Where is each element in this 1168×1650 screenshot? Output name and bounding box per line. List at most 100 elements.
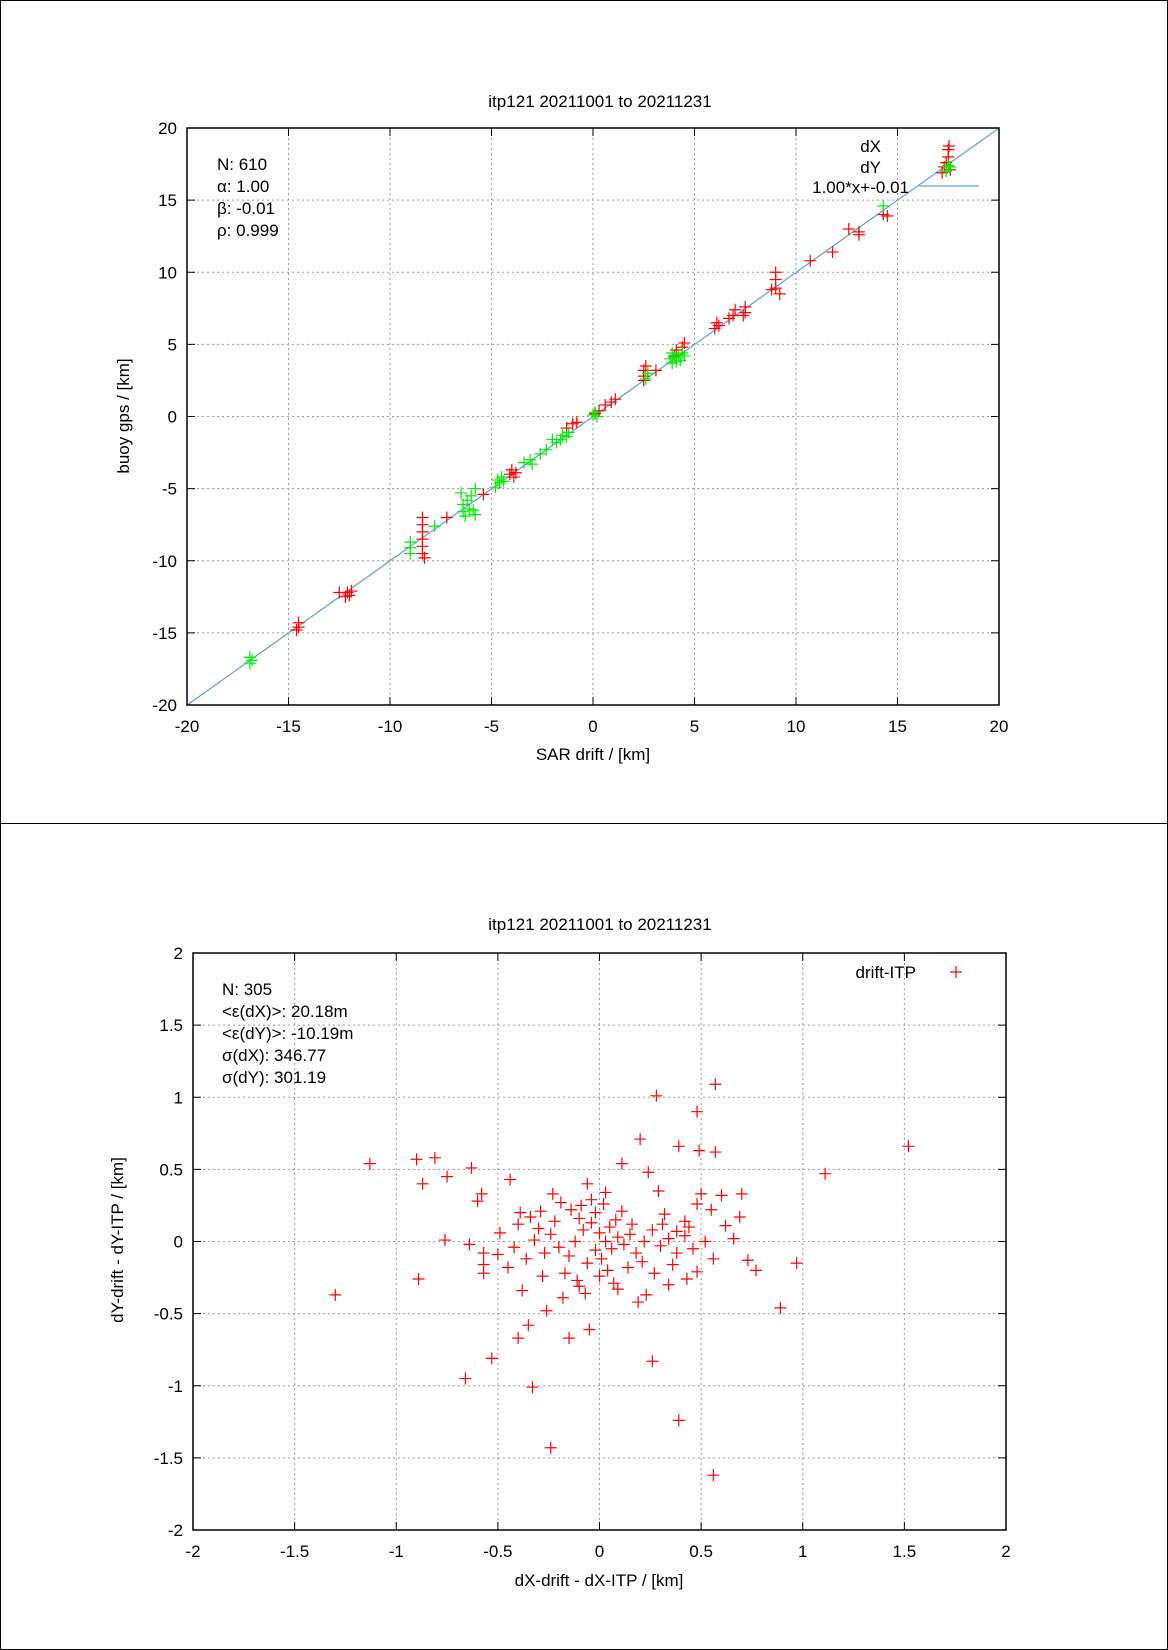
data-point [493, 1226, 506, 1239]
data-point [617, 1238, 630, 1251]
data-point [626, 1218, 639, 1231]
data-point [773, 287, 786, 300]
data-point [412, 1273, 425, 1286]
data-point [485, 1352, 498, 1365]
data-point [508, 1241, 521, 1254]
x-tick-label: -2 [185, 1542, 200, 1561]
y-tick-label: 0 [174, 1233, 183, 1252]
legend: dX dY 1.00*x+-0.01 [812, 137, 979, 197]
data-point [575, 1199, 588, 1212]
axis-ticks: -20 -15 -10 -5 0 5 10 15 20 -20 -15 -10 -5 0 5 10 15 20 [152, 119, 1008, 736]
data-point [774, 1301, 787, 1314]
data-point [737, 309, 750, 322]
data-point [579, 1287, 592, 1300]
stats-line: σ(dX): 346.77 [222, 1046, 326, 1065]
legend-label-dy: dY [860, 158, 881, 177]
data-point [609, 393, 622, 406]
data-point [609, 1213, 622, 1226]
data-point [563, 1332, 576, 1345]
x-tick-label: -5 [484, 717, 499, 736]
data-point [363, 1157, 376, 1170]
data-point [243, 657, 256, 670]
data-point [634, 1133, 647, 1146]
data-point [570, 416, 583, 429]
data-point [544, 1441, 557, 1454]
data-point [710, 316, 723, 329]
data-point [656, 1218, 669, 1231]
data-point [552, 1241, 565, 1254]
data-point [526, 1381, 539, 1394]
data-point [465, 489, 478, 502]
data-point [769, 266, 782, 279]
x-tick-label: 0.5 [689, 1542, 713, 1561]
data-point [497, 475, 510, 488]
data-point [345, 585, 358, 598]
data-point [790, 1257, 803, 1270]
stats-line: N: 305 [222, 980, 272, 999]
data-point [826, 246, 839, 259]
data-point [750, 1264, 763, 1277]
drift-comparison-chart: itp121 20211001 to 20211231 -20 -15 -10 -5 0… [114, 92, 1008, 764]
data-point [691, 1265, 704, 1278]
data-point [538, 1247, 551, 1260]
data-point [577, 1223, 590, 1236]
data-point [416, 1177, 429, 1190]
data-point [290, 623, 303, 636]
data-point [597, 1197, 610, 1210]
data-point [502, 1261, 515, 1274]
data-point [573, 1280, 586, 1293]
y-tick-label: 1 [174, 1088, 183, 1107]
data-point [739, 300, 752, 313]
data-point [639, 372, 652, 385]
data-point [648, 1267, 661, 1280]
data-point [554, 1196, 567, 1209]
data-point [404, 547, 417, 560]
data-point [670, 1247, 683, 1260]
data-point [528, 1234, 541, 1247]
legend: drift-ITP [856, 963, 916, 982]
x-tick-label: 1.5 [893, 1542, 917, 1561]
data-point [646, 1223, 659, 1236]
stats-line: ρ: 0.999 [217, 221, 279, 240]
data-point [599, 1186, 612, 1199]
data-point [477, 488, 490, 501]
y-tick-label: -10 [152, 552, 177, 571]
data-point [666, 1258, 679, 1271]
data-point [595, 1252, 608, 1265]
data-point [585, 1216, 598, 1229]
data-point [819, 1167, 832, 1180]
stats-line: β: -0.01 [217, 199, 275, 218]
data-point [522, 1319, 535, 1332]
data-point [658, 1208, 671, 1221]
data-point [632, 1296, 645, 1309]
data-point [599, 398, 612, 411]
data-point [603, 1221, 616, 1234]
data-point [709, 1078, 722, 1091]
chart-title: itp121 20211001 to 20211231 [488, 92, 711, 111]
data-point [735, 1187, 748, 1200]
legend-marker [943, 140, 955, 152]
data-point [589, 1206, 602, 1219]
data-point [455, 486, 468, 499]
data-point [705, 1203, 718, 1216]
data-point [615, 1205, 628, 1218]
data-point [558, 1267, 571, 1280]
data-point [410, 1153, 423, 1166]
data-point [477, 1247, 490, 1260]
data-point [514, 1206, 527, 1219]
y-tick-label: 1.5 [159, 1016, 183, 1035]
data-point [562, 426, 575, 439]
data-point [639, 360, 652, 373]
y-tick-label: -1.5 [154, 1449, 183, 1468]
data-point [712, 319, 725, 332]
legend-label-fit: 1.00*x+-0.01 [812, 178, 909, 197]
data-point [516, 1284, 529, 1297]
chart-title: itp121 20211001 to 20211231 [488, 915, 711, 934]
axis-ticks: -2 -1.5 -1 -0.5 0 0.5 1 1.5 2 -2 -1.5 -1 -0.5 0 0.5 1 1.… [154, 944, 1011, 1561]
data-point [741, 1254, 754, 1267]
grid [193, 953, 1006, 1530]
legend-label-drift-itp: drift-ITP [856, 963, 916, 982]
data-point [440, 511, 453, 524]
data-point [469, 508, 482, 521]
data-point [469, 482, 482, 495]
